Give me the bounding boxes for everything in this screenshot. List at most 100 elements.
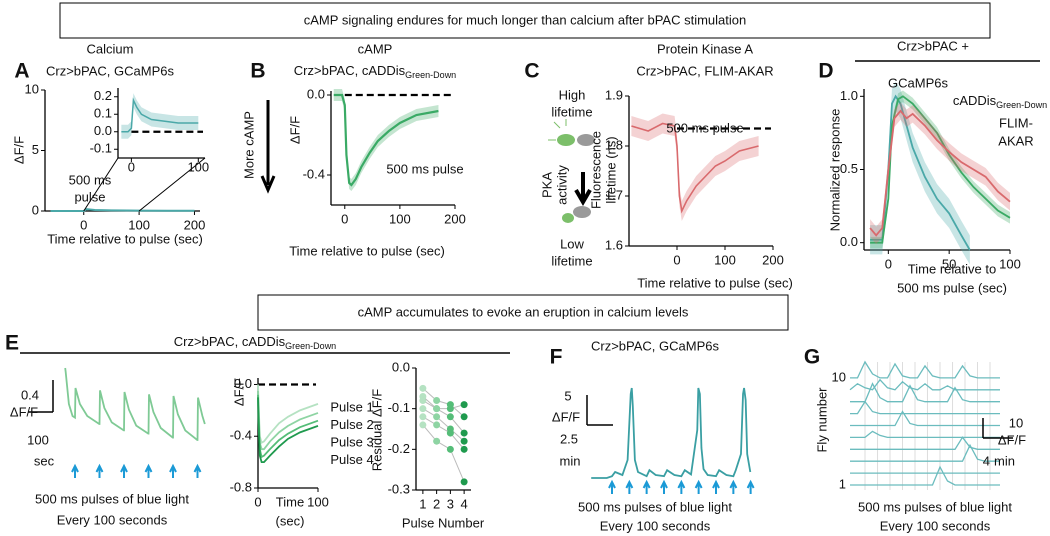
y-axis-label: ΔF/F — [11, 136, 26, 164]
scale-label: 10 — [1009, 415, 1023, 430]
arrow — [260, 100, 276, 194]
x-tick-label: 0 — [254, 494, 261, 509]
x-tick-label: 0 — [673, 252, 680, 267]
panel-label: A — [14, 60, 29, 83]
panel-title: Calcium — [87, 41, 134, 56]
panel-label: C — [524, 60, 539, 83]
trace — [850, 436, 1000, 450]
zoom-line — [138, 157, 206, 212]
side-label: More cAMP — [241, 111, 256, 179]
residual-link — [422, 396, 465, 410]
x-tick-label: 2 — [433, 496, 440, 511]
panel-label: D — [818, 60, 833, 83]
trace — [849, 378, 1000, 391]
legend-label: Pulse 2 — [330, 417, 373, 432]
y-tick-label: 1.9 — [605, 87, 623, 102]
y-tick-label: 0.1 — [94, 106, 112, 121]
panel-header: Crz>bPAC + — [897, 38, 969, 53]
pulse-arrow — [746, 479, 755, 494]
pulse-arrow — [660, 479, 668, 494]
caption: Every 100 seconds — [880, 518, 991, 533]
x-tick-label: 200 — [184, 217, 206, 232]
residual-dot — [460, 478, 468, 486]
error-band — [870, 102, 1010, 245]
scale-label: ΔF/F — [998, 432, 1026, 447]
pulse-arrow — [712, 479, 720, 494]
sensor-icon — [548, 119, 595, 223]
residual-link — [422, 424, 465, 483]
residual-dot — [433, 397, 441, 405]
error-band — [333, 89, 439, 191]
y-tick-label: 0.5 — [840, 161, 858, 176]
legend-label: Pulse 1 — [330, 399, 373, 414]
residual-dot — [419, 421, 427, 429]
scale-label: min — [994, 453, 1015, 468]
trace — [850, 382, 1000, 403]
residual-dot — [460, 429, 468, 437]
diagram-label: lifetime — [551, 104, 592, 119]
scale-label: ΔF/F — [552, 409, 580, 424]
pulse-arrow — [729, 479, 738, 494]
y-tick-label: -0.4 — [303, 166, 325, 181]
x-tick-label: 200 — [762, 252, 784, 267]
y-tick-label: 0.2 — [94, 88, 112, 103]
x-tick-label: 100 — [307, 494, 329, 509]
residual-dot — [433, 421, 441, 429]
y-tick-label: 0.0 — [234, 376, 252, 391]
y-tick-label: -0.3 — [388, 481, 410, 496]
residual-dot — [460, 401, 468, 409]
x-tick-label: 1 — [419, 496, 426, 511]
y-tick-label: 1 — [839, 476, 846, 491]
residual-dot — [433, 437, 441, 445]
error-band — [870, 81, 970, 265]
y-tick-label: 0.0 — [392, 359, 410, 374]
header-title: cAMP accumulates to evoke an eruption in… — [358, 304, 689, 319]
annotation: 500 ms — [69, 172, 112, 187]
panel-label: F — [550, 346, 563, 369]
x-axis-label: Time relative to pulse (sec) — [637, 275, 793, 290]
residual-link — [422, 408, 465, 442]
residual-dot — [433, 413, 441, 421]
trace — [850, 430, 1000, 439]
y-axis-label: ΔF/F — [231, 378, 246, 406]
residual-dot — [460, 413, 468, 421]
caption: 500 ms pulses of blue light — [858, 499, 1012, 514]
legend-label: FLIM- — [999, 115, 1033, 130]
pulse-arrow — [193, 463, 202, 478]
y-tick-label: -0.1 — [90, 141, 112, 156]
zoom-line — [83, 157, 119, 212]
x-tick-label: 100 — [187, 159, 209, 174]
trace — [870, 95, 1011, 244]
annotation: pulse — [74, 189, 105, 204]
annotation: 500 ms pulse — [386, 161, 463, 176]
pulse-arrow — [120, 463, 128, 478]
caption: Every 100 seconds — [600, 518, 711, 533]
residual-dot — [446, 413, 454, 421]
diagram-label: Low — [560, 236, 584, 251]
x-tick-label: 0 — [80, 217, 87, 232]
trace — [850, 360, 1000, 379]
y-tick-label: 10 — [25, 81, 39, 96]
trace — [257, 390, 319, 451]
scale-label: 5 — [564, 388, 571, 403]
trace — [850, 443, 1000, 462]
trace — [850, 400, 1000, 415]
y-tick-label: 0.0 — [94, 123, 112, 138]
residual-dot — [446, 429, 454, 437]
caption: 500 ms pulses of blue light — [35, 491, 189, 506]
legend-label: GCaMP6s — [888, 75, 948, 90]
y-axis-label: Fly number — [814, 387, 829, 453]
panel-subtitle: Crz>bPAC, GCaMP6s — [46, 63, 174, 78]
legend-label: Pulse 4 — [330, 452, 373, 467]
scale-label: 100 — [27, 432, 49, 447]
error-band — [631, 113, 759, 221]
x-tick-label: 50 — [942, 256, 956, 271]
x-tick-label: 4 — [461, 496, 468, 511]
panel-header-main: Crz>bPAC, cADDis — [174, 334, 286, 349]
panel-title: cAMP — [358, 41, 393, 56]
trace — [121, 97, 199, 133]
y-tick-label: 5 — [32, 142, 39, 157]
header-title: cAMP signaling endures for much longer t… — [304, 12, 746, 27]
legend-label: cADDisGreen-Down — [953, 93, 1047, 110]
trace — [631, 122, 759, 214]
